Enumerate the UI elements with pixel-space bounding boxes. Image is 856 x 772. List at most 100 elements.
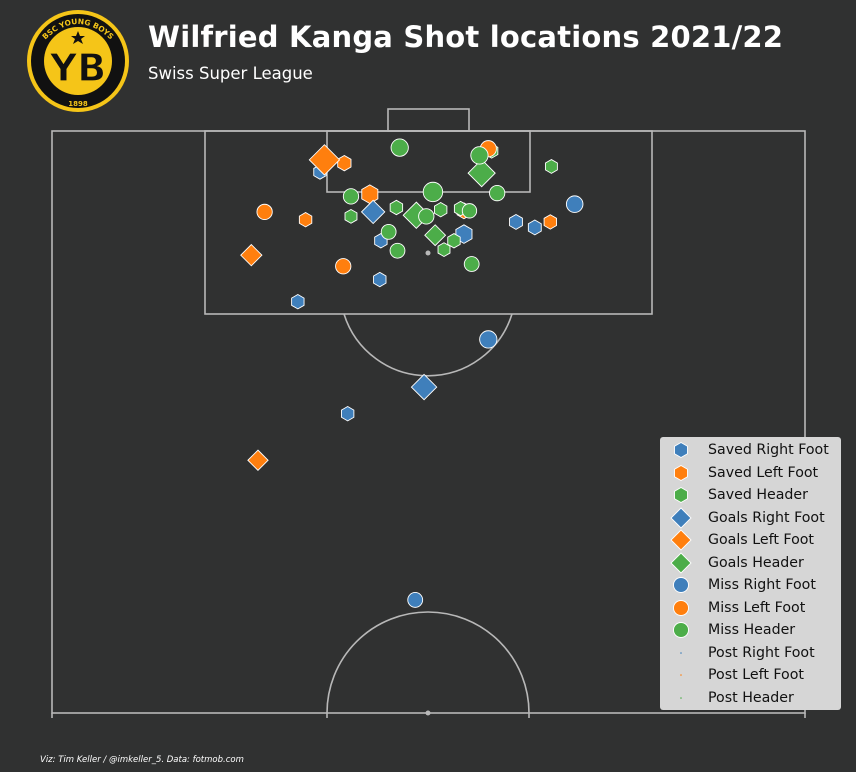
shot-marker-miss-header-1 xyxy=(390,138,409,157)
shot-marker-saved-right-foot-4 xyxy=(509,213,523,230)
legend-symbol-saved-left-foot xyxy=(674,464,688,481)
shot-marker-miss-left-foot-2 xyxy=(335,258,352,275)
shot-marker-saved-left-foot-3 xyxy=(361,184,379,205)
penalty-arc xyxy=(343,313,513,377)
legend-label-saved-right-foot: Saved Right Foot xyxy=(708,442,829,459)
legend-marker-post-right-foot xyxy=(680,651,682,654)
centre-circle xyxy=(326,611,530,714)
shot-marker-saved-header-7 xyxy=(447,233,461,249)
legend-item-post-left-foot: Post Left Foot xyxy=(660,664,841,687)
shot-marker-goals-right-foot-2 xyxy=(410,373,438,401)
legend-symbol-miss-header xyxy=(673,622,689,639)
shot-marker-goals-header-1 xyxy=(467,158,496,188)
legend-item-goals-header: Goals Header xyxy=(660,552,841,575)
shot-marker-goals-left-foot-1 xyxy=(308,144,341,176)
shot-marker-miss-header-2 xyxy=(470,146,489,165)
legend-symbol-miss-right-foot xyxy=(673,577,689,594)
legend-item-miss-header: Miss Header xyxy=(660,619,841,642)
legend-symbol-post-left-foot xyxy=(680,674,682,677)
legend-label-saved-header: Saved Header xyxy=(708,487,808,504)
shot-marker-goals-left-foot-3 xyxy=(247,449,269,472)
shot-marker-saved-header-5 xyxy=(434,202,448,218)
shot-marker-saved-right-foot-7 xyxy=(291,294,305,310)
shot-marker-saved-left-foot-5 xyxy=(543,214,557,230)
legend-item-saved-right-foot: Saved Right Foot xyxy=(660,439,841,462)
legend-symbol-miss-left-foot xyxy=(673,599,689,616)
legend-marker-saved-header xyxy=(674,487,688,504)
shot-marker-miss-header-5 xyxy=(489,184,506,202)
legend-label-goals-left-foot: Goals Left Foot xyxy=(708,532,814,549)
shot-marker-miss-header-3 xyxy=(342,188,360,205)
legend-marker-saved-right-foot xyxy=(674,442,688,459)
club-logo: BSC YOUNG BOYS YB 1898 xyxy=(27,10,129,112)
shot-marker-saved-left-foot-1 xyxy=(337,154,352,172)
legend-label-post-left-foot: Post Left Foot xyxy=(708,667,804,684)
chart-subtitle: Swiss Super League xyxy=(148,64,313,83)
legend-marker-goals-header xyxy=(670,552,692,574)
legend-item-miss-left-foot: Miss Left Foot xyxy=(660,597,841,620)
legend-label-saved-left-foot: Saved Left Foot xyxy=(708,464,819,481)
shot-marker-saved-left-foot-2 xyxy=(298,211,313,228)
goal xyxy=(387,108,470,132)
shot-marker-miss-header-9 xyxy=(461,203,478,219)
shot-marker-saved-right-foot-6 xyxy=(373,271,387,288)
legend-symbol-goals-header xyxy=(670,552,692,574)
shot-marker-miss-left-foot-1 xyxy=(256,203,273,221)
legend-marker-miss-header xyxy=(673,622,689,639)
legend-label-post-right-foot: Post Right Foot xyxy=(708,644,815,661)
shot-marker-saved-header-2 xyxy=(544,159,558,174)
legend-label-miss-left-foot: Miss Left Foot xyxy=(708,599,806,616)
legend-item-goals-left-foot: Goals Left Foot xyxy=(660,529,841,552)
shot-marker-saved-header-3 xyxy=(389,199,404,216)
legend-label-goals-right-foot: Goals Right Foot xyxy=(708,509,825,526)
legend-marker-goals-left-foot xyxy=(670,529,692,551)
shot-marker-miss-header-8 xyxy=(418,208,435,225)
legend: Saved Right Foot Saved Left Foot Saved Hea… xyxy=(660,437,841,710)
credit-text: Viz: Tim Keller / @imkeller_5. Data: fot… xyxy=(40,755,244,765)
shot-marker-goals-left-foot-2 xyxy=(240,243,263,267)
shot-marker-goals-right-foot-1 xyxy=(360,199,386,225)
shot-marker-miss-header-10 xyxy=(463,256,480,272)
legend-item-saved-left-foot: Saved Left Foot xyxy=(660,462,841,485)
shot-marker-saved-right-foot-8 xyxy=(340,405,355,422)
legend-item-saved-header: Saved Header xyxy=(660,484,841,507)
logo-year: 1898 xyxy=(68,100,88,108)
logo-star xyxy=(71,31,85,44)
legend-symbol-goals-left-foot xyxy=(670,529,692,551)
legend-marker-post-header xyxy=(680,696,682,699)
legend-label-goals-header: Goals Header xyxy=(708,554,804,571)
legend-symbol-post-header xyxy=(680,696,682,699)
shot-marker-miss-header-7 xyxy=(389,242,406,259)
legend-symbol-goals-right-foot xyxy=(670,507,692,529)
shot-marker-saved-right-foot-5 xyxy=(527,219,542,236)
chart-title: Wilfried Kanga Shot locations 2021/22 xyxy=(148,20,784,54)
shot-marker-miss-header-4 xyxy=(422,181,444,203)
shot-marker-miss-header-6 xyxy=(380,223,397,240)
shot-markers xyxy=(240,138,584,608)
centre-spot xyxy=(425,710,431,716)
shot-marker-miss-right-foot-2 xyxy=(479,330,498,349)
legend-marker-post-left-foot xyxy=(680,674,682,677)
legend-label-miss-header: Miss Header xyxy=(708,622,796,639)
shot-marker-saved-header-8 xyxy=(437,242,451,258)
legend-item-miss-right-foot: Miss Right Foot xyxy=(660,574,841,597)
legend-marker-goals-right-foot xyxy=(670,507,692,529)
shot-marker-miss-right-foot-1 xyxy=(565,195,584,213)
legend-item-post-header: Post Header xyxy=(660,687,841,710)
legend-item-goals-right-foot: Goals Right Foot xyxy=(660,507,841,530)
logo-inner-disc xyxy=(44,27,112,95)
shot-marker-saved-header-4 xyxy=(344,208,358,224)
penalty-spot xyxy=(425,250,431,256)
legend-label-post-header: Post Header xyxy=(708,689,794,706)
shot-marker-goals-header-3 xyxy=(424,224,447,247)
legend-label-miss-right-foot: Miss Right Foot xyxy=(708,577,816,594)
shot-marker-miss-right-foot-3 xyxy=(407,592,424,608)
legend-item-post-right-foot: Post Right Foot xyxy=(660,642,841,665)
logo-letters: YB xyxy=(49,46,106,90)
legend-marker-miss-left-foot xyxy=(673,599,689,616)
legend-marker-miss-right-foot xyxy=(673,577,689,594)
legend-symbol-saved-header xyxy=(674,487,688,504)
legend-marker-saved-left-foot xyxy=(674,464,688,481)
